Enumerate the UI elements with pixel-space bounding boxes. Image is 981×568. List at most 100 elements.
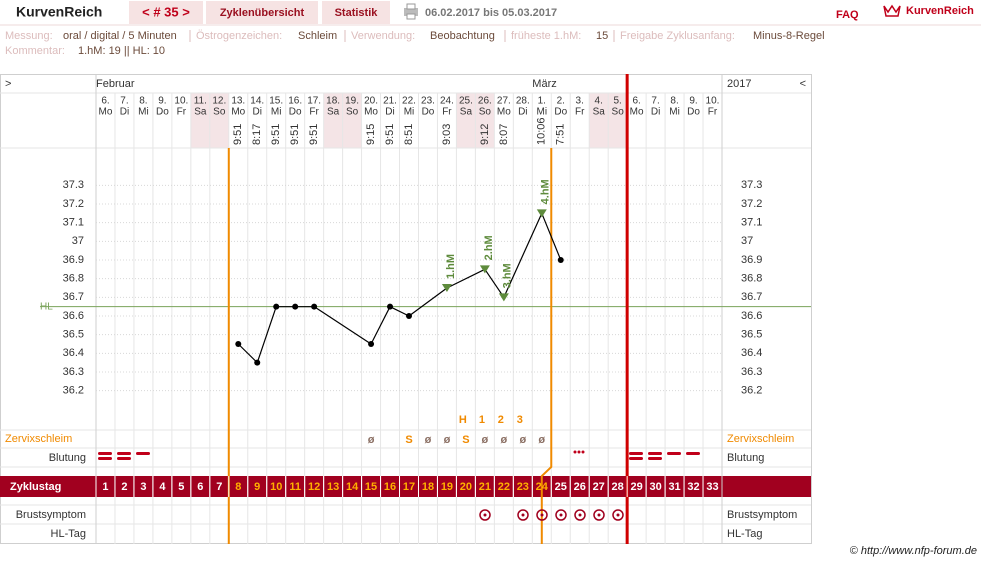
info-value: 15 <box>596 30 608 42</box>
date-label: 18. <box>326 96 340 107</box>
weekend-shade <box>209 93 229 148</box>
mucus-symbol: ø <box>368 434 375 446</box>
faq-link[interactable]: FAQ <box>836 9 859 21</box>
cycle-day: 2 <box>121 481 127 493</box>
y-tick-label: 36.9 <box>741 254 762 266</box>
breast-mark <box>517 509 529 521</box>
bleeding-mark <box>686 452 700 455</box>
date-label: 6. <box>632 96 640 107</box>
mucus-symbol: S <box>462 434 469 446</box>
cycle-day: 14 <box>346 481 359 493</box>
cycle-day: 19 <box>441 481 453 493</box>
row-label: Blutung <box>49 452 86 464</box>
temperature-point <box>235 341 242 347</box>
cycle-day: 10 <box>270 481 282 493</box>
cycle-day: 15 <box>365 481 377 493</box>
time-label: 9:51 <box>384 124 396 145</box>
cycle-nav[interactable]: < # 35 > <box>142 4 190 19</box>
weekday-label: Sa <box>194 107 207 118</box>
info-label: Östrogenzeichen: <box>196 30 282 42</box>
bleeding-mark <box>648 452 662 455</box>
weekday-label: So <box>213 107 226 118</box>
weekday-label: Di <box>518 107 527 118</box>
temperature-point <box>557 257 564 263</box>
weekday-label: Mo <box>497 107 511 118</box>
weekday-label: Sa <box>327 107 340 118</box>
hm-marker <box>479 265 490 274</box>
row-label: Blutung <box>727 452 764 464</box>
printer-paper <box>406 13 416 20</box>
date-label: 5. <box>613 96 621 107</box>
row-label: Zervixschleim <box>727 433 794 445</box>
row-label: Brustsymptom <box>16 509 86 521</box>
print-icon[interactable] <box>404 3 418 20</box>
tab[interactable]: Statistik <box>335 7 379 19</box>
hm-marker <box>536 209 547 218</box>
date-label: 23. <box>421 96 435 107</box>
info-label: früheste 1.hM: <box>511 30 581 42</box>
breast-dot <box>597 513 601 517</box>
time-label: 9:03 <box>441 124 453 145</box>
time-label: 7:51 <box>555 124 567 145</box>
y-tick-label: 36.9 <box>63 254 84 266</box>
cycle-day: 27 <box>593 481 605 493</box>
date-label: 10. <box>174 96 188 107</box>
nav-right[interactable]: < <box>800 78 806 90</box>
weekend-shade <box>190 93 210 148</box>
weekend-shade <box>608 93 628 148</box>
weekend-shade <box>456 93 476 148</box>
y-tick-label: 36.7 <box>63 291 84 303</box>
y-tick-label: 36.2 <box>63 385 84 397</box>
cycle-day: 6 <box>197 481 203 493</box>
weekday-label: Do <box>554 107 567 118</box>
weekday-label: So <box>346 107 359 118</box>
brand-icon <box>883 4 901 17</box>
cycle-day: 18 <box>422 481 434 493</box>
date-label: 16. <box>288 96 302 107</box>
curve-segment <box>389 306 410 317</box>
y-tick-label: 36.7 <box>741 291 762 303</box>
date-label: 13. <box>231 96 245 107</box>
breast-mark <box>593 509 605 521</box>
date-label: 22. <box>402 96 416 107</box>
temperature-point <box>368 341 375 347</box>
weekday-label: Mi <box>669 107 680 118</box>
cycle-day: 25 <box>555 481 567 493</box>
date-label: 20. <box>364 96 378 107</box>
y-tick-label: 36.3 <box>741 366 762 378</box>
curve-segment <box>313 306 372 345</box>
info-label: Kommentar: <box>5 45 65 57</box>
weekday-label: Di <box>385 107 394 118</box>
date-label: 17. <box>307 96 321 107</box>
breast-mark <box>536 509 548 521</box>
mucus-symbol: S <box>405 434 412 446</box>
weekday-label: Mi <box>271 107 282 118</box>
time-label: 9:12 <box>479 124 491 145</box>
row-label: HL-Tag <box>727 528 762 540</box>
weekend-shade <box>342 93 362 148</box>
cycle-day: 24 <box>536 481 549 493</box>
brand: KurvenReich <box>906 5 974 17</box>
cycle-day: 9 <box>254 481 260 493</box>
bleeding-mark <box>98 457 112 460</box>
mucus-symbol: ø <box>444 434 451 446</box>
y-tick-label: 36.6 <box>63 310 84 322</box>
breast-mark <box>612 509 624 521</box>
y-tick-label: 37 <box>741 235 753 247</box>
hm-label: 4.hM <box>540 179 552 204</box>
bleeding-mark <box>98 452 112 455</box>
tab-bg <box>129 1 203 24</box>
date-label: 19. <box>345 96 359 107</box>
time-label: 9:51 <box>232 124 244 145</box>
y-tick-label: 37.2 <box>741 198 762 210</box>
y-tick-label: 37.3 <box>63 179 84 191</box>
tab-bg <box>206 1 318 24</box>
y-tick-label: 37.3 <box>741 179 762 191</box>
weekday-label: Fr <box>708 107 718 118</box>
nav-left[interactable]: > <box>5 78 11 90</box>
cycle-day: 22 <box>498 481 510 493</box>
breast-dot <box>616 513 620 517</box>
chart-frame <box>0 74 812 544</box>
tab[interactable]: Zyklenübersicht <box>220 7 305 19</box>
footer: © http://www.nfp-forum.de <box>850 545 977 557</box>
